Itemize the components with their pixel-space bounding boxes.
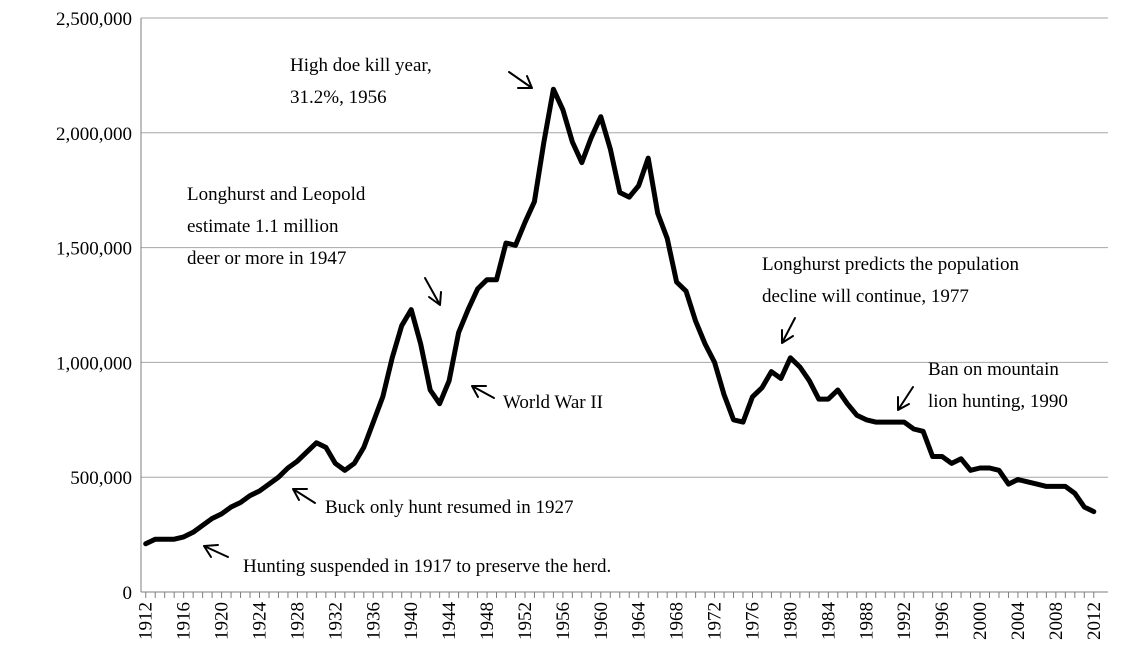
y-tick-label: 1,000,000 — [56, 353, 132, 374]
annotation-world-war-ii: World War II — [503, 392, 603, 413]
arrow-longhurst-predicts — [781, 317, 796, 344]
x-tick-label: 1996 — [932, 602, 953, 640]
x-tick-label: 2012 — [1084, 602, 1105, 640]
arrow-world-war-ii — [471, 385, 495, 399]
y-tick-label: 2,500,000 — [56, 9, 132, 30]
annotation-longhurst-predicts: Longhurst predicts the population declin… — [762, 254, 1024, 307]
annotation-buck-only: Buck only hunt resumed in 1927 — [325, 497, 574, 518]
annotation-line: 31.2%, 1956 — [290, 87, 387, 108]
gridlines — [141, 17, 1108, 478]
series-layer — [143, 86, 1097, 547]
y-tick-label: 500,000 — [70, 468, 132, 489]
x-tick-label: 1924 — [250, 602, 271, 641]
x-tick-label: 1984 — [818, 602, 839, 641]
x-tick-label: 1920 — [212, 602, 233, 640]
x-tick-label: 1988 — [856, 602, 877, 640]
y-tick-labels: 0 500,000 1,000,000 1,500,000 2,000,000 2,500… — [56, 9, 132, 604]
annotation-line: deer or more in 1947 — [187, 248, 346, 269]
x-tick-label: 1940 — [401, 602, 422, 640]
x-tick-label: 1928 — [287, 602, 308, 640]
x-tick-label: 1916 — [174, 602, 195, 640]
y-tick-label: 2,000,000 — [56, 124, 132, 145]
series-line-0 — [143, 86, 1097, 547]
y-tick-label: 0 — [123, 583, 133, 604]
x-tick-label: 1956 — [553, 602, 574, 640]
x-tick-label: 2000 — [970, 602, 991, 640]
arrow-buck-only — [292, 488, 316, 504]
x-tick-label: 1972 — [705, 602, 726, 640]
x-tick-label: 1952 — [515, 602, 536, 640]
x-tick-label: 2004 — [1008, 602, 1029, 641]
annotation-mountain-lion: Ban on mountain lion hunting, 1990 — [928, 359, 1068, 412]
annotation-hunting-suspended: Hunting suspended in 1917 to preserve th… — [243, 556, 611, 577]
arrow-hunting-suspended — [203, 544, 229, 558]
x-tick-label: 1948 — [477, 602, 498, 640]
x-tick-label: 1912 — [136, 602, 157, 640]
arrow-high-doe-kill — [508, 71, 533, 89]
annotation-line: lion hunting, 1990 — [928, 391, 1068, 412]
annotation-line: Longhurst predicts the population — [762, 254, 1019, 275]
annotation-line: Longhurst and Leopold — [187, 184, 366, 205]
x-tick-label: 1944 — [439, 602, 460, 641]
x-tick-label: 1932 — [325, 602, 346, 640]
x-tick-label: 1964 — [629, 602, 650, 641]
annotations: High doe kill year, 31.2%, 1956 Longhurs… — [187, 55, 1068, 577]
arrow-longhurst-leopold — [424, 277, 442, 306]
x-tick-label: 1992 — [894, 602, 915, 640]
x-tick-label: 1976 — [742, 602, 763, 640]
annotation-high-doe-kill: High doe kill year, 31.2%, 1956 — [290, 55, 436, 108]
annotation-line: decline will continue, 1977 — [762, 286, 969, 307]
y-tick-label: 1,500,000 — [56, 239, 132, 260]
x-tick-label: 1968 — [667, 602, 688, 640]
x-tick-label: 1936 — [363, 602, 384, 640]
x-tick-label: 1960 — [591, 602, 612, 640]
x-tick-labels: 1912 1916 1920 1924 1928 1932 1936 1940 1944 1948… — [136, 602, 1105, 641]
annotation-line: Ban on mountain — [928, 359, 1059, 380]
annotation-longhurst-leopold: Longhurst and Leopold estimate 1.1 milli… — [187, 184, 370, 269]
x-tick-label: 1980 — [780, 602, 801, 640]
arrow-mountain-lion — [897, 386, 914, 411]
annotation-line: High doe kill year, — [290, 55, 432, 76]
x-tick-label: 2008 — [1046, 602, 1067, 640]
annotation-arrows — [203, 71, 914, 558]
axes — [140, 18, 1108, 598]
annotation-line: estimate 1.1 million — [187, 216, 339, 237]
